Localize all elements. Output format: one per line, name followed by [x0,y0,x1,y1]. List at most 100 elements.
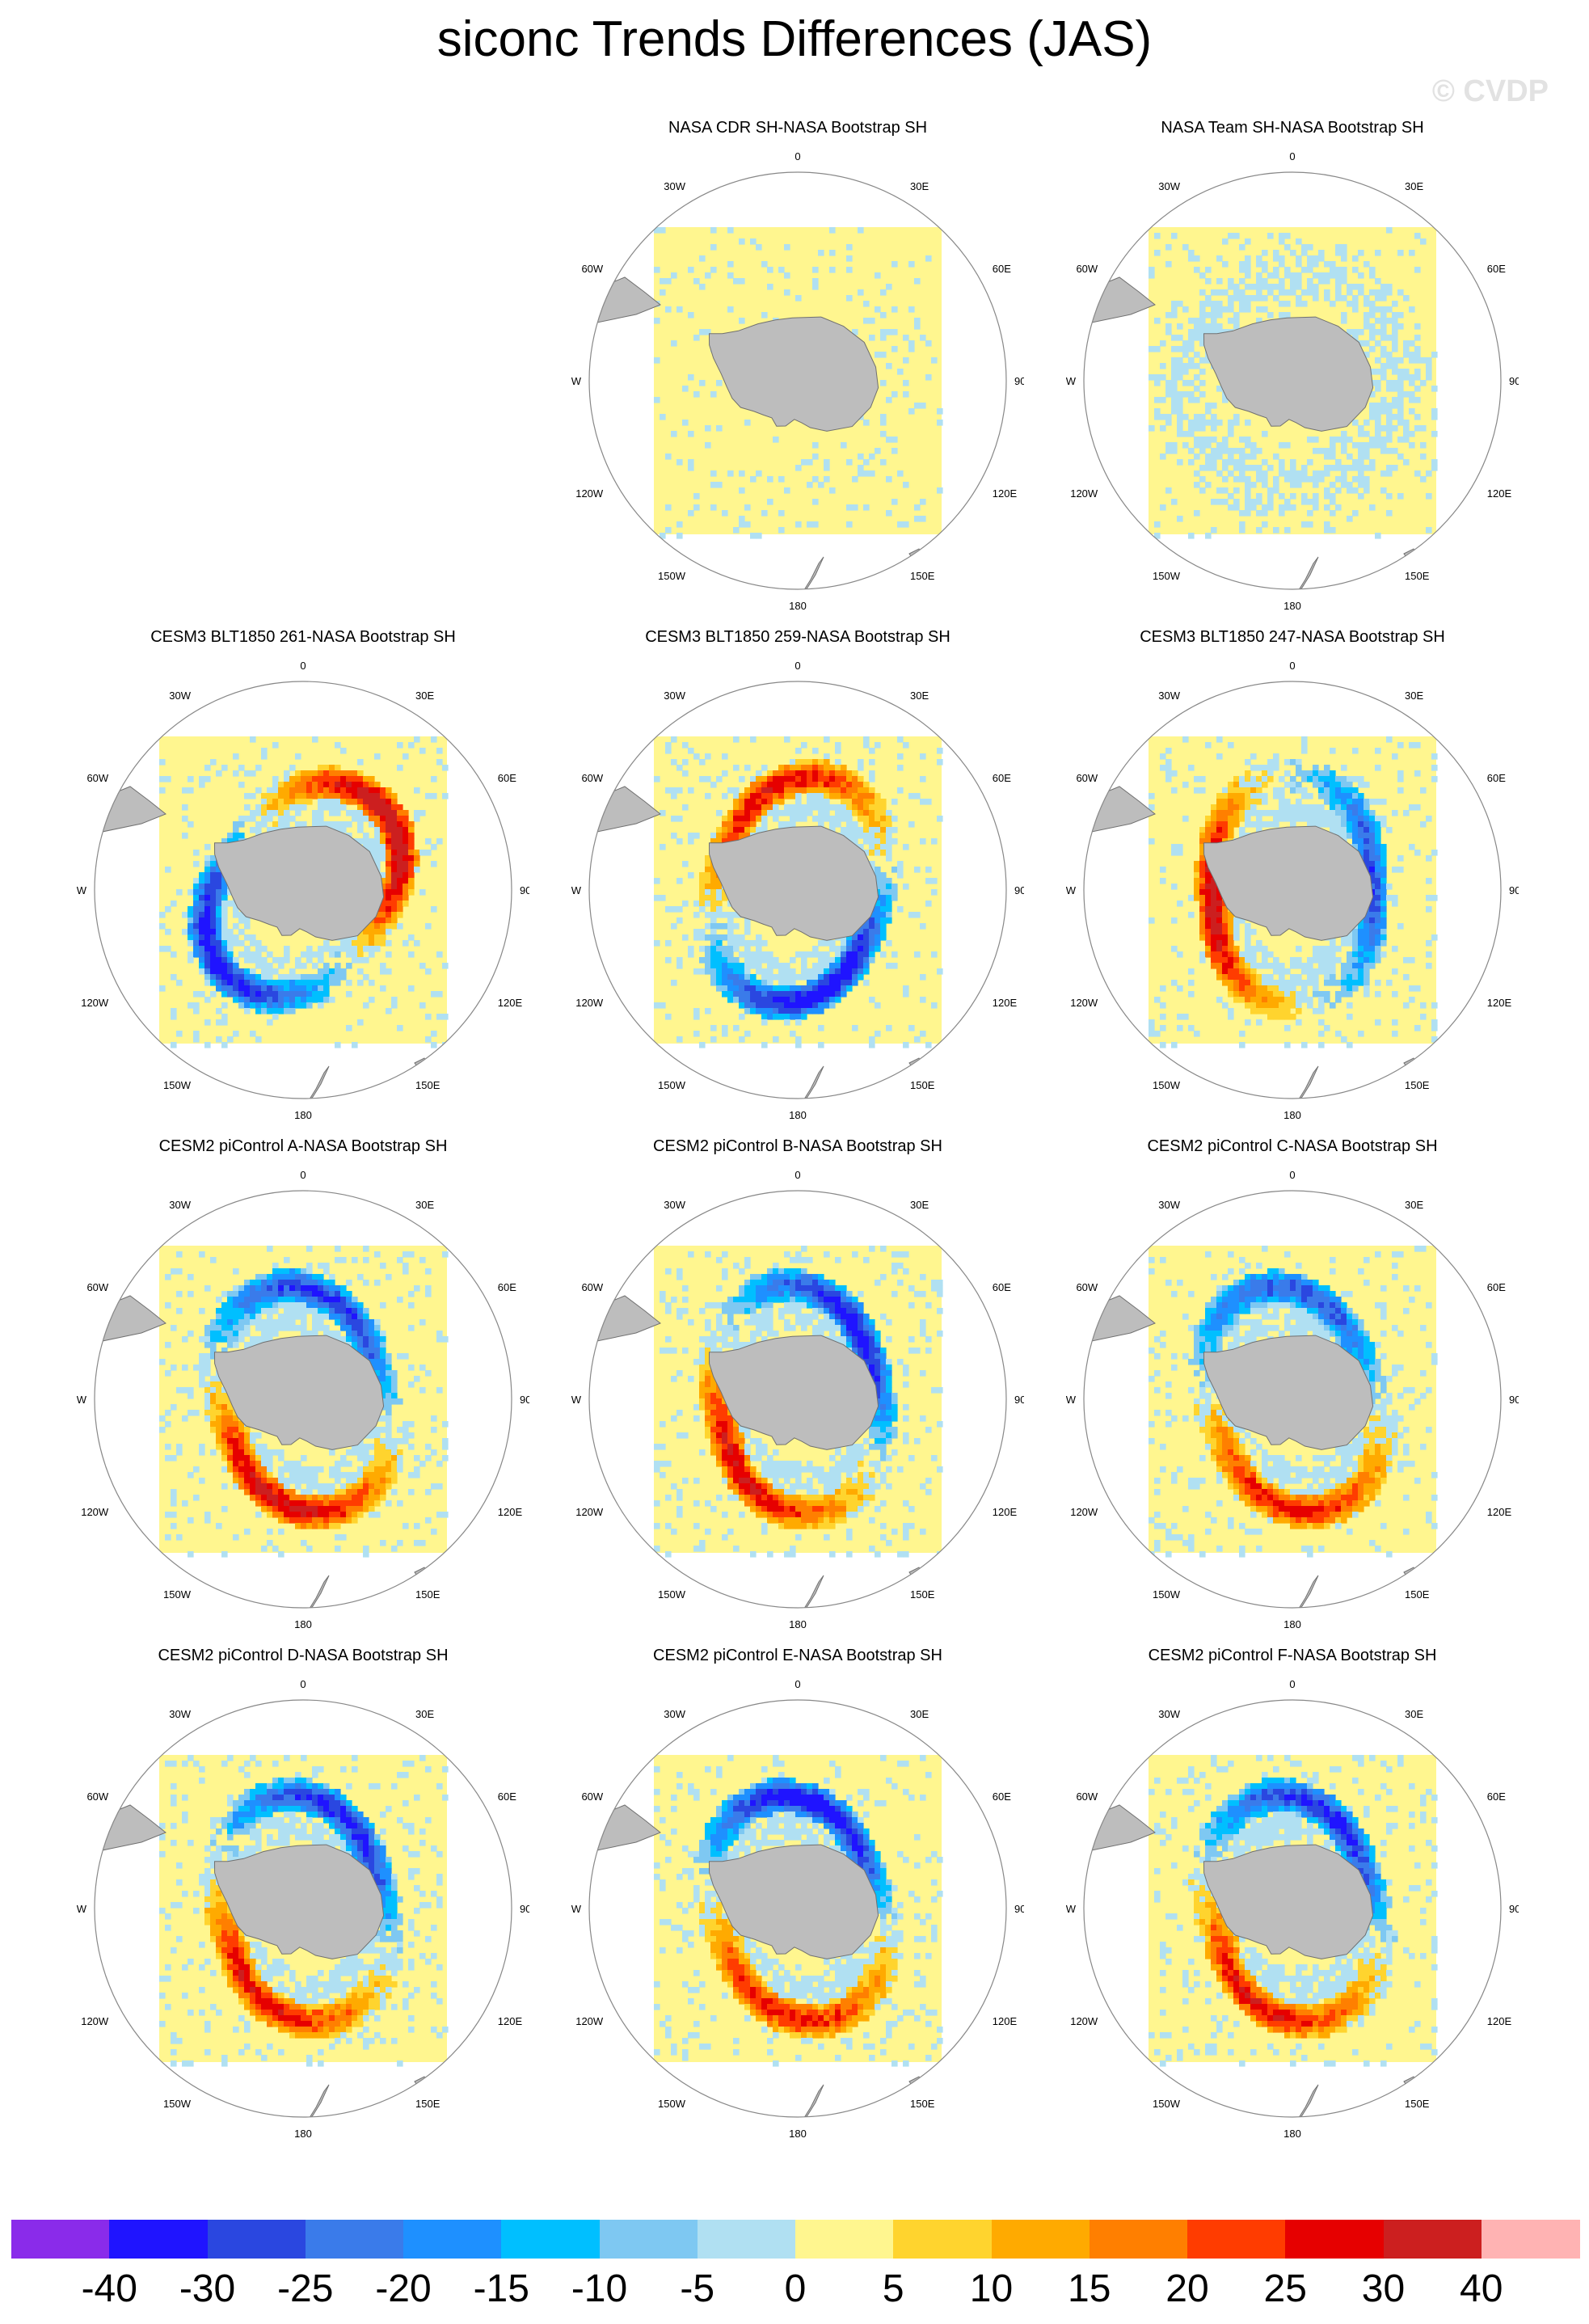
data-cell [1414,850,1421,856]
data-cell [1239,974,1245,981]
data-cell [1171,403,1178,409]
data-cell [244,1483,251,1490]
data-cell [756,980,762,986]
data-cell [289,1297,296,1303]
data-cell [272,1325,279,1331]
data-cell [403,821,409,828]
data-cell [261,963,268,969]
data-cell [352,770,358,777]
data-cell [886,821,892,828]
data-cell [244,991,251,998]
data-cell [171,1404,177,1411]
data-cell [1290,465,1296,471]
data-cell [301,1268,307,1275]
data-cell [357,793,364,799]
data-cell [1211,833,1217,839]
data-cell [1324,957,1330,964]
data-cell [1296,1008,1302,1014]
data-cell [841,980,847,986]
data-cell [1375,833,1381,839]
data-cell [295,1297,301,1303]
data-cell [1171,946,1178,952]
data-cell [346,940,352,947]
data-cell [1239,957,1245,964]
data-cell [1386,437,1393,443]
data-cell [778,810,785,816]
data-cell [352,1489,358,1495]
data-cell [250,1336,256,1343]
data-cell [386,940,392,947]
data-cell [1188,380,1195,386]
data-cell [1245,476,1251,483]
data-cell [380,1331,386,1337]
data-cell [363,799,369,805]
data-cell [1216,827,1223,833]
data-cell [716,951,723,958]
data-cell [858,968,864,975]
data-cell [397,867,403,873]
data-cell [1375,867,1381,873]
data-cell [795,759,802,766]
data-cell [1199,855,1206,862]
data-cell [272,793,279,799]
data-cell [1211,448,1217,454]
data-cell [1188,1025,1195,1031]
data-cell [1330,493,1336,500]
data-cell [1211,459,1217,466]
data-cell [221,765,228,771]
data-cell [250,736,256,743]
data-cell [858,765,864,771]
data-cell [329,1297,335,1303]
data-cell [1369,946,1376,952]
data-cell [1369,821,1376,828]
data-cell [818,765,824,771]
data-cell [693,335,700,341]
data-cell [419,889,426,896]
longitude-label: 120E [498,997,523,1009]
data-cell [329,1285,335,1292]
data-cell [897,861,904,867]
data-cell [403,940,409,947]
data-cell [1330,810,1336,816]
data-cell [1273,1002,1279,1009]
data-cell [380,793,386,799]
data-cell [1228,742,1234,749]
data-cell [380,900,386,907]
data-cell [722,753,728,760]
data-cell [1301,476,1308,483]
data-cell [1194,1031,1200,1037]
data-cell [1358,470,1364,477]
data-cell [442,1455,449,1461]
data-cell [386,1455,392,1461]
data-cell [1154,414,1161,420]
data-cell [1335,272,1342,279]
data-cell [403,844,409,850]
data-cell [773,776,779,782]
data-cell [374,1370,381,1377]
data-cell [374,1342,381,1348]
data-cell [1369,844,1376,850]
data-cell [1301,963,1308,969]
data-cell [1369,923,1376,930]
longitude-label: 60W [581,263,603,275]
data-cell [1364,912,1370,918]
data-cell [1347,934,1353,941]
data-cell [318,1325,324,1331]
data-cell [1188,329,1195,335]
data-cell [824,810,830,816]
data-cell [165,1342,171,1348]
data-cell [210,884,217,890]
data-cell [284,997,290,1003]
data-cell [1245,759,1251,766]
data-cell [824,804,830,811]
data-cell [699,255,706,262]
data-cell [436,1512,443,1518]
data-cell [869,318,875,324]
data-cell [323,1285,330,1292]
data-cell [267,1002,273,1009]
data-cell [1160,374,1166,381]
data-cell [891,867,898,873]
data-cell [1239,776,1245,782]
data-cell [278,1495,285,1501]
data-cell [863,957,870,964]
